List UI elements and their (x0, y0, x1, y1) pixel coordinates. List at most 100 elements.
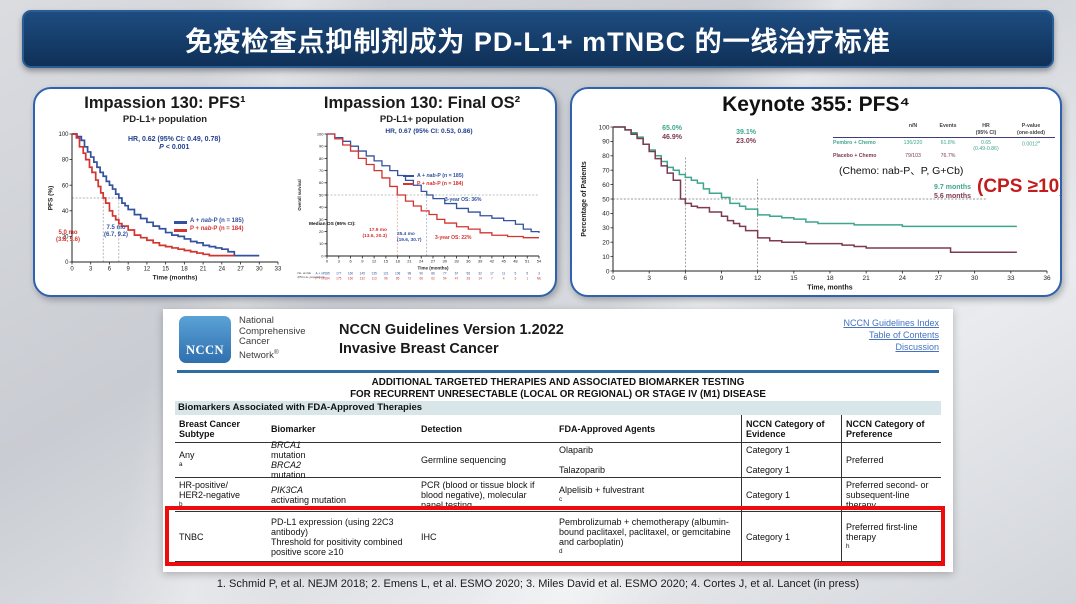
table-title-line2: FOR RECURRENT UNRESECTABLE (LOCAL OR REG… (350, 389, 766, 400)
svg-text:24: 24 (899, 275, 907, 282)
svg-text:12: 12 (754, 275, 762, 282)
legend: A + nab-P (n = 185) P + nab-P (n = 184) (174, 218, 244, 234)
median-value: 7.5 mo (106, 225, 126, 231)
svg-text:36: 36 (1043, 275, 1051, 282)
svg-text:A + nP: A + nP (316, 272, 325, 276)
legend-entry: P + nab-P (n = 184) (403, 180, 463, 188)
impassion-pfs-subtitle: PD-L1+ population (122, 114, 208, 125)
svg-text:12: 12 (372, 259, 377, 264)
legend-label: P + nab-P (n = 184) (190, 226, 244, 233)
svg-text:(PD-L1+ population): (PD-L1+ population) (298, 275, 325, 279)
svg-text:33: 33 (275, 267, 282, 273)
svg-text:9: 9 (361, 259, 364, 264)
hr-annotation: HR, 0.62 (95% CI: 0.49, 0.78) P < 0.001 (128, 136, 221, 153)
svg-text:PFS (%): PFS (%) (48, 186, 55, 211)
svg-text:160: 160 (348, 277, 354, 281)
keynote-chart-area: 0 3 6 9 12 15 18 21 24 27 30 33 36 0 10 20 30 40 50 60 70 80 9… (579, 119, 1060, 295)
three-year-os-placebo: 3-year OS: 22% (435, 235, 472, 241)
cell-detection: Germline sequencing (417, 443, 555, 478)
cell-preference: Preferred first-line therapy h (841, 512, 941, 562)
nccn-org-name: National Comprehensive Cancer Network® (239, 315, 306, 361)
svg-text:15: 15 (790, 275, 798, 282)
col-header-evidence: NCCN Category of Evidence (741, 415, 841, 443)
link-guidelines-index[interactable]: NCCN Guidelines Index (843, 318, 939, 328)
svg-text:20: 20 (602, 239, 610, 246)
svg-text:27: 27 (237, 267, 244, 273)
svg-text:100: 100 (58, 132, 69, 138)
impassion-panel: Impassion 130: PFS¹ PD-L1+ population 0 3… (33, 87, 557, 297)
svg-text:100: 100 (317, 131, 324, 136)
nccn-panel: NCCN National Comprehensive Cancer Network®… (163, 309, 953, 572)
stats-header-hr: HR (95% CI) (965, 123, 1007, 138)
svg-text:30: 30 (602, 225, 610, 232)
pfs-rate-6mo-placebo: 46.9% (662, 134, 682, 141)
svg-text:54: 54 (537, 259, 542, 264)
svg-text:33: 33 (1007, 275, 1015, 282)
median-pfs-placebo: 5.6 months (934, 193, 971, 201)
svg-text:48: 48 (513, 259, 518, 264)
cell-agents: Olaparib Talazoparib (555, 443, 741, 478)
svg-text:9: 9 (127, 267, 131, 273)
legend-label: A + nab-P (n = 185) (190, 218, 244, 225)
svg-text:14: 14 (478, 277, 482, 281)
svg-text:28: 28 (467, 277, 471, 281)
svg-text:80: 80 (319, 156, 324, 161)
svg-text:66: 66 (419, 277, 423, 281)
svg-text:0: 0 (606, 268, 610, 275)
svg-text:36: 36 (466, 259, 471, 264)
legend-label: P + nab-P (n = 184) (417, 180, 464, 187)
legend-entry: A + nab-P (n = 185) (403, 172, 463, 180)
impassion-pfs-block: Impassion 130: PFS¹ PD-L1+ population 0 3… (41, 93, 289, 286)
legend-entry: A + nab-P (n = 185) (174, 218, 244, 226)
stats-corner (833, 123, 895, 138)
svg-text:80: 80 (602, 153, 610, 160)
citation: 1. Schmid P, et al. NEJM 2018; 2. Emens … (216, 578, 860, 590)
svg-text:177: 177 (336, 272, 342, 276)
impassion-pfs-chart: 0 3 6 9 12 15 18 21 24 27 30 33 0 20 40 60 80 100 Time (mo… (48, 132, 282, 281)
svg-text:1: 1 (526, 277, 528, 281)
median-os-placebo: 17.9 mo (13.6, 20.3) (331, 228, 387, 239)
cell-evidence: Category 1 (741, 512, 841, 562)
svg-text:18: 18 (395, 259, 400, 264)
keynote-stats-table: n/N Events HR (95% CI) P-value (one-sided)… (833, 123, 1055, 159)
svg-text:175: 175 (336, 277, 342, 281)
nccn-table: Breast Cancer Subtype Biomarker Detectio… (175, 415, 941, 562)
svg-text:9: 9 (720, 275, 724, 282)
svg-text:21: 21 (863, 275, 871, 282)
svg-text:56: 56 (467, 272, 471, 276)
col-header-preference: NCCN Category of Preference (841, 415, 941, 443)
svg-text:10: 10 (319, 241, 324, 246)
svg-text:108: 108 (395, 272, 401, 276)
median-pfs-placebo: 5.0 mo (3.8, 5.6) (56, 230, 80, 244)
stats-cell-pvalue: 0.0012a (1022, 139, 1040, 148)
svg-text:10: 10 (602, 254, 610, 261)
median-os-atezolizumab: 25.4 mo (19.6, 30.7) (397, 232, 422, 243)
cell-detection: IHC (417, 512, 555, 562)
p-value: P < 0.001 (159, 144, 190, 152)
svg-text:NE: NE (537, 277, 541, 281)
svg-text:30: 30 (443, 259, 448, 264)
impassion-os-title: Impassion 130: Final OS² (323, 94, 521, 112)
median-value: 17.9 mo (369, 228, 387, 233)
cell-biomarker: PIK3CA activating mutation (267, 478, 417, 512)
svg-text:18: 18 (181, 267, 188, 273)
impassion-os-chart: 0 3 6 9 12 15 18 21 24 27 30 33 36 39 42 45 48 51 54010203… (297, 131, 542, 281)
svg-text:20: 20 (319, 229, 324, 234)
stats-cell-events: 61.8% (940, 139, 956, 146)
median-value: 25.4 mo (397, 232, 415, 237)
svg-text:3: 3 (538, 272, 540, 276)
svg-text:7: 7 (491, 277, 493, 281)
legend-chip-placebo (174, 228, 187, 232)
svg-text:21: 21 (200, 267, 207, 273)
svg-text:15: 15 (384, 259, 389, 264)
svg-text:Time, months: Time, months (807, 285, 852, 292)
svg-text:0: 0 (65, 260, 69, 266)
svg-text:0: 0 (326, 259, 329, 264)
svg-text:3: 3 (338, 259, 341, 264)
svg-text:80: 80 (62, 158, 69, 164)
legend-chip-atezolizumab (403, 174, 414, 178)
svg-text:30: 30 (256, 267, 263, 273)
svg-text:4: 4 (503, 277, 505, 281)
link-table-of-contents[interactable]: Table of Contents (868, 330, 939, 340)
link-discussion[interactable]: Discussion (895, 342, 939, 352)
